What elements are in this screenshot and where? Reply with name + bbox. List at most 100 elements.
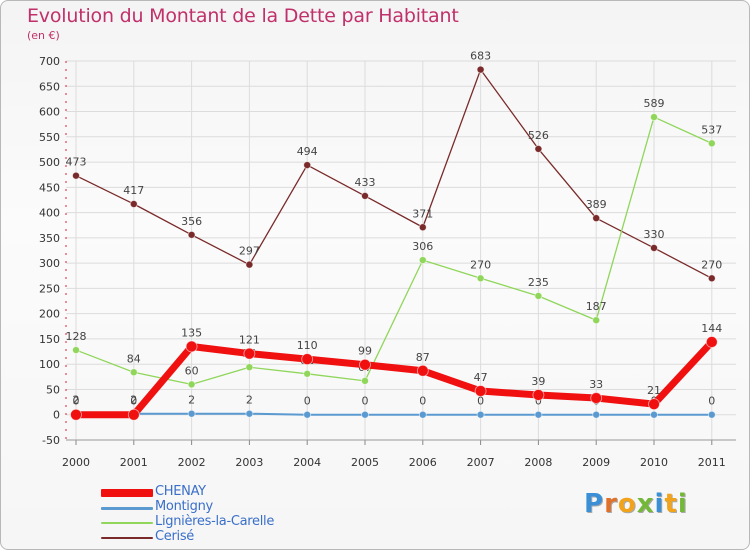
data-label-chenay: 87 (416, 351, 430, 364)
data-label-ceris-: 494 (297, 145, 318, 158)
data-label-ceris-: 270 (701, 258, 722, 271)
data-label-montigny: 0 (362, 395, 369, 408)
y-tick-label: 550 (39, 131, 60, 144)
y-tick-label: 50 (46, 383, 60, 396)
data-point-ligni-res-la-carelle (707, 139, 716, 148)
data-point-ceris- (650, 244, 658, 252)
y-tick-label: 600 (39, 106, 60, 119)
y-tick-label: 250 (39, 282, 60, 295)
data-point-chenay (127, 408, 140, 421)
data-label-chenay: 110 (297, 339, 318, 352)
data-label-ceris-: 371 (412, 207, 433, 220)
data-label-chenay: 135 (181, 327, 202, 340)
data-point-ligni-res-la-carelle (534, 292, 543, 300)
legend-swatch (101, 522, 153, 524)
data-point-chenay (416, 364, 429, 377)
legend-label: CHENAY (155, 484, 206, 499)
y-tick-label: 700 (39, 55, 60, 68)
data-point-ligni-res-la-carelle (476, 274, 485, 283)
data-point-montigny (707, 410, 716, 419)
data-label-ligni-res-la-carelle: 84 (127, 352, 141, 365)
data-point-ligni-res-la-carelle (418, 256, 427, 265)
data-point-chenay (532, 389, 545, 401)
data-label-chenay: 39 (531, 375, 545, 388)
data-label-chenay: 144 (701, 322, 722, 335)
data-label-ceris-: 356 (181, 215, 202, 228)
legend-swatch (101, 489, 153, 497)
data-point-montigny (187, 409, 196, 418)
data-point-montigny (418, 410, 427, 419)
data-point-chenay (185, 340, 198, 353)
y-tick-label: 0 (53, 409, 60, 422)
data-point-ceris- (592, 214, 601, 223)
data-point-ceris- (187, 230, 196, 239)
data-point-ligni-res-la-carelle (245, 363, 254, 372)
data-point-chenay (359, 358, 371, 371)
data-label-ligni-res-la-carelle: 270 (470, 258, 491, 271)
data-label-ligni-res-la-carelle: 235 (528, 276, 549, 289)
data-point-chenay (590, 392, 603, 404)
data-point-chenay (705, 336, 718, 348)
data-point-ceris- (476, 65, 485, 74)
data-label-ligni-res-la-carelle: 187 (586, 300, 607, 313)
data-point-ligni-res-la-carelle (303, 369, 312, 378)
data-point-ligni-res-la-carelle (72, 346, 80, 354)
x-tick-label: 2005 (351, 456, 379, 469)
y-tick-label: 300 (39, 257, 60, 270)
data-label-montigny: 2 (246, 394, 253, 407)
x-tick-label: 2007 (467, 456, 495, 469)
series-line-chenay (76, 339, 715, 419)
y-tick-label: 450 (39, 181, 60, 194)
legend-label: Montigny (155, 499, 213, 514)
y-tick-label: 500 (39, 156, 60, 169)
y-tick-label: -50 (42, 434, 60, 447)
data-point-montigny (303, 410, 312, 419)
data-label-montigny: 2 (73, 394, 80, 407)
y-tick-label: 150 (39, 333, 60, 346)
data-point-chenay (301, 353, 314, 366)
data-label-montigny: 0 (708, 395, 715, 408)
x-tick-label: 2004 (293, 456, 321, 469)
data-point-chenay (474, 385, 487, 397)
data-point-montigny (592, 410, 601, 419)
series-line-ceris- (75, 68, 713, 279)
y-tick-label: 400 (39, 207, 60, 220)
data-point-ceris- (361, 192, 369, 200)
data-label-ceris-: 526 (528, 129, 549, 142)
data-label-ceris-: 330 (644, 228, 665, 241)
data-point-ceris- (303, 161, 312, 169)
y-tick-label: 650 (39, 80, 60, 93)
data-label-ceris-: 297 (239, 245, 260, 258)
data-point-chenay (648, 398, 660, 411)
data-point-ligni-res-la-carelle (187, 380, 196, 389)
data-label-ceris-: 389 (586, 198, 607, 211)
x-tick-label: 2006 (409, 456, 437, 469)
data-label-ligni-res-la-carelle: 128 (66, 330, 87, 343)
data-point-ceris- (534, 145, 543, 153)
data-point-ceris- (707, 274, 716, 283)
series-line-ligni-res-la-carelle (75, 116, 713, 386)
y-tick-label: 100 (39, 358, 60, 371)
x-tick-label: 2008 (524, 456, 552, 469)
data-point-ceris- (418, 223, 427, 232)
data-point-ligni-res-la-carelle (592, 316, 601, 325)
x-tick-label: 2002 (178, 456, 206, 469)
data-label-chenay: 121 (239, 334, 260, 347)
data-label-chenay: 99 (358, 345, 372, 358)
data-point-chenay (70, 408, 82, 421)
data-label-ceris-: 473 (66, 156, 87, 169)
y-tick-label: 350 (39, 232, 60, 245)
series-line-montigny (76, 412, 712, 416)
data-point-ligni-res-la-carelle (129, 368, 138, 377)
data-point-ceris- (72, 171, 80, 180)
data-label-ligni-res-la-carelle: 60 (185, 364, 199, 377)
data-label-montigny: 2 (188, 394, 195, 407)
legend-label: Lignières-la-Carelle (155, 514, 275, 529)
data-label-montigny: 2 (130, 394, 137, 407)
data-label-chenay: 0 (73, 395, 80, 408)
legend-label: Cerisé (155, 529, 195, 544)
data-point-montigny (534, 410, 543, 419)
x-tick-label: 2010 (640, 456, 668, 469)
data-point-montigny (361, 410, 369, 419)
